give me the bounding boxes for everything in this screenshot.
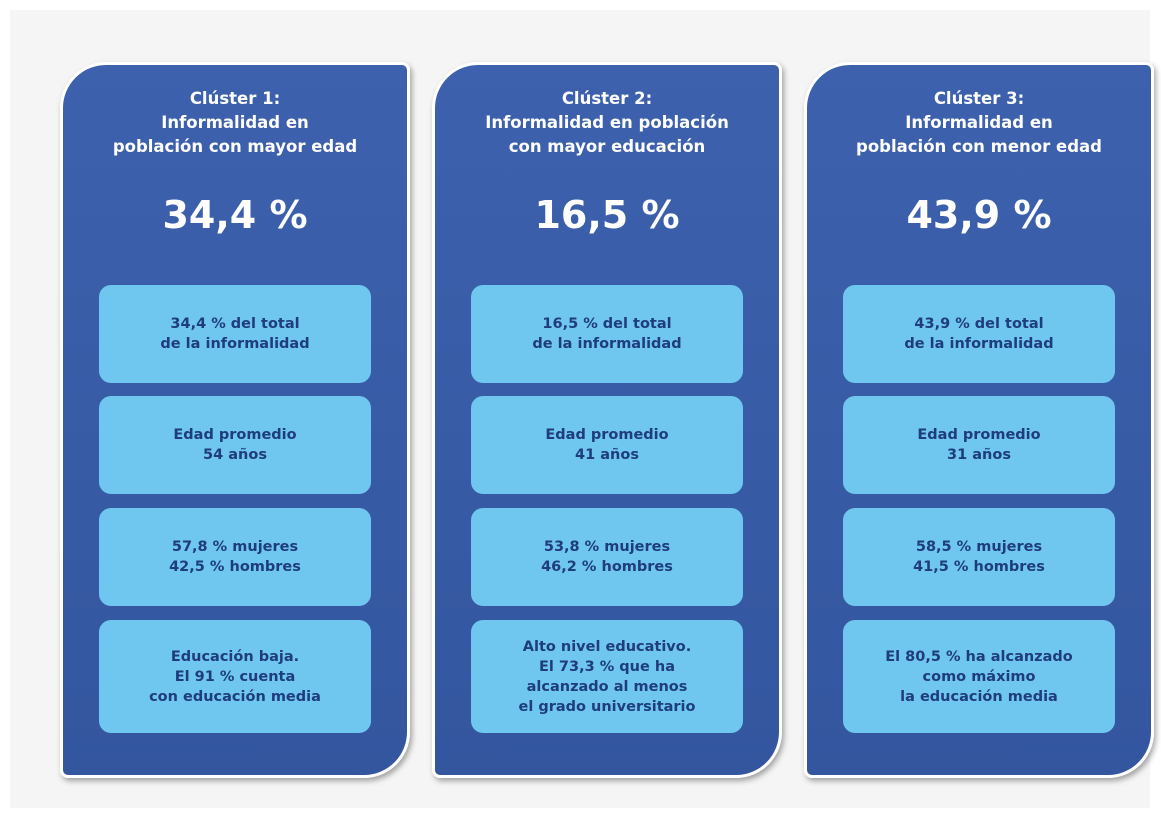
cluster-value: 16,5 % bbox=[534, 193, 680, 237]
info-box: 16,5 % del total de la informalidad bbox=[471, 285, 743, 383]
cluster-value: 34,4 % bbox=[162, 193, 308, 237]
info-box: 58,5 % mujeres 41,5 % hombres bbox=[843, 508, 1115, 606]
cluster-card: Clúster 2: Informalidad en población con m… bbox=[432, 62, 782, 778]
info-box: Educación baja. El 91 % cuenta con educaci… bbox=[99, 620, 371, 733]
box-line: 53,8 % mujeres bbox=[543, 539, 671, 555]
box-line: como máximo bbox=[922, 668, 1036, 685]
title-line: Clúster 2: bbox=[561, 89, 653, 108]
info-box: 53,8 % mujeres 46,2 % hombres bbox=[471, 508, 743, 606]
box-line: alcanzado al menos bbox=[526, 678, 688, 695]
box-line: 57,8 % mujeres bbox=[171, 539, 299, 555]
box-line: de la informalidad bbox=[904, 336, 1054, 352]
box-line: la educación media bbox=[900, 688, 1058, 705]
box-line: Edad promedio bbox=[917, 427, 1041, 443]
box-line: 41,5 % hombres bbox=[913, 559, 1045, 575]
box-line: El 91 % cuenta bbox=[174, 668, 296, 685]
box-line: con educación media bbox=[149, 688, 321, 705]
cluster-card: Clúster 1: Informalidad en población con m… bbox=[60, 62, 410, 778]
info-box: Edad promedio 41 años bbox=[471, 396, 743, 494]
title-line: Informalidad en bbox=[161, 113, 309, 132]
cluster-card: Clúster 3: Informalidad en población con m… bbox=[804, 62, 1154, 778]
box-line: 58,5 % mujeres bbox=[915, 539, 1043, 555]
box-line: de la informalidad bbox=[160, 336, 310, 352]
title-line: población con mayor edad bbox=[112, 137, 358, 156]
page: Clúster 1: Informalidad en población con m… bbox=[10, 10, 1154, 808]
title-line: Clúster 3: bbox=[933, 89, 1025, 108]
box-line: Edad promedio bbox=[173, 427, 297, 443]
box-line: Educación baja. bbox=[170, 648, 300, 665]
cluster-title: Clúster 3: Informalidad en población con m… bbox=[807, 87, 1151, 159]
info-box: El 80,5 % ha alcanzado como máximo la educ… bbox=[843, 620, 1115, 733]
box-line: 42,5 % hombres bbox=[169, 559, 301, 575]
box-line: El 80,5 % ha alcanzado bbox=[885, 648, 1073, 665]
cluster-title: Clúster 1: Informalidad en población con m… bbox=[63, 87, 407, 159]
title-line: Clúster 1: bbox=[189, 89, 281, 108]
box-line: 34,4 % del total bbox=[170, 316, 300, 332]
box-line: Edad promedio bbox=[545, 427, 669, 443]
info-box: Alto nivel educativo. El 73,3 % que ha alc… bbox=[471, 620, 743, 733]
box-line: 16,5 % del total bbox=[542, 316, 672, 332]
box-line: 31 años bbox=[947, 447, 1011, 463]
info-box: Edad promedio 31 años bbox=[843, 396, 1115, 494]
box-line: 46,2 % hombres bbox=[541, 559, 673, 575]
box-line: Alto nivel educativo. bbox=[522, 638, 692, 655]
info-box: Edad promedio 54 años bbox=[99, 396, 371, 494]
box-line: 41 años bbox=[575, 447, 639, 463]
title-line: Informalidad en bbox=[905, 113, 1053, 132]
title-line: población con menor edad bbox=[856, 137, 1102, 156]
info-box: 34,4 % del total de la informalidad bbox=[99, 285, 371, 383]
info-box: 57,8 % mujeres 42,5 % hombres bbox=[99, 508, 371, 606]
title-line: Informalidad en población bbox=[485, 113, 729, 132]
cluster-title: Clúster 2: Informalidad en población con m… bbox=[435, 87, 779, 159]
info-box: 43,9 % del total de la informalidad bbox=[843, 285, 1115, 383]
box-line: el grado universitario bbox=[518, 698, 696, 715]
cluster-value: 43,9 % bbox=[906, 193, 1052, 237]
box-line: El 73,3 % que ha bbox=[538, 658, 675, 675]
title-line: con mayor educación bbox=[508, 137, 706, 156]
box-line: de la informalidad bbox=[532, 336, 682, 352]
box-line: 54 años bbox=[203, 447, 267, 463]
box-line: 43,9 % del total bbox=[914, 316, 1044, 332]
